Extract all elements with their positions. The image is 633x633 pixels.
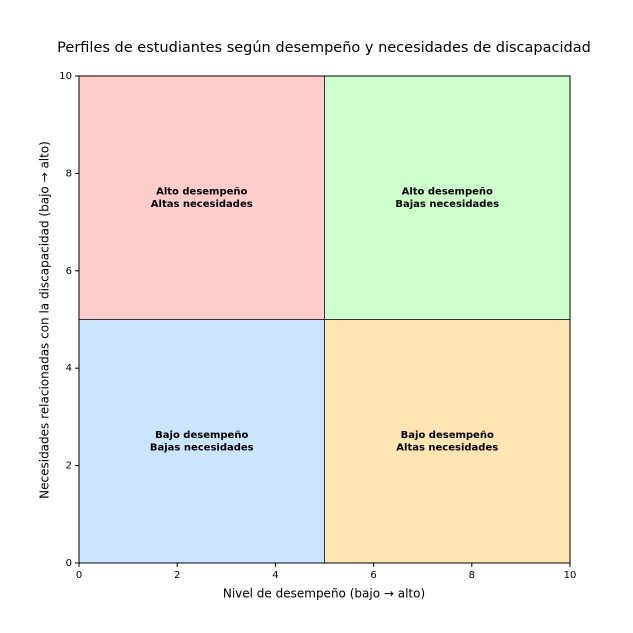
quadrant bbox=[324, 75, 571, 320]
y-tick-label: 0 bbox=[66, 558, 72, 569]
x-tick-label: 4 bbox=[272, 570, 278, 581]
y-tick-label: 2 bbox=[66, 461, 72, 472]
quadrant-label: Bajo desempeño bbox=[155, 430, 248, 441]
quadrant-label: Altas necesidades bbox=[151, 199, 253, 210]
x-tick-label: 0 bbox=[76, 570, 82, 581]
quadrant bbox=[78, 319, 325, 564]
x-tick-label: 10 bbox=[564, 570, 577, 581]
y-tick-label: 4 bbox=[66, 363, 72, 374]
quadrant-label: Bajo desempeño bbox=[401, 430, 494, 441]
quadrant-label: Alto desempeño bbox=[402, 187, 493, 198]
y-axis-label: Necesidades relacionadas con la discapac… bbox=[38, 141, 52, 499]
quadrant-label: Altas necesidades bbox=[396, 443, 498, 454]
x-tick-label: 6 bbox=[370, 570, 376, 581]
x-tick-label: 8 bbox=[469, 570, 475, 581]
quadrant-label: Bajas necesidades bbox=[395, 199, 499, 210]
chart-title: Perfiles de estudiantes según desempeño … bbox=[57, 40, 591, 56]
quadrant-label: Alto desempeño bbox=[156, 187, 247, 198]
quadrant-label: Bajas necesidades bbox=[150, 443, 254, 454]
quadrant bbox=[78, 75, 325, 320]
plot-frame bbox=[78, 75, 571, 564]
x-axis-label: Nivel de desempeño (bajo → alto) bbox=[223, 587, 425, 601]
quadrant bbox=[324, 319, 571, 564]
x-tick-label: 2 bbox=[174, 570, 180, 581]
y-tick-label: 10 bbox=[59, 71, 72, 82]
y-tick-label: 6 bbox=[66, 266, 72, 277]
y-tick-label: 8 bbox=[66, 168, 72, 179]
